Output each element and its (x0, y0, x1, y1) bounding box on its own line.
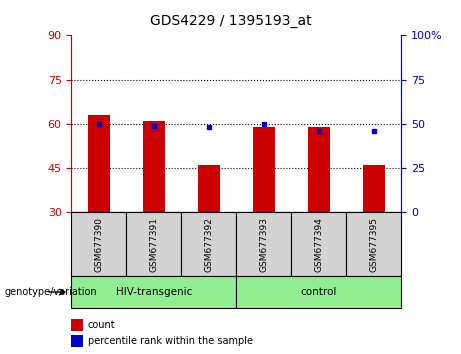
Text: HIV-transgenic: HIV-transgenic (116, 287, 192, 297)
Bar (71, 335, 83, 347)
Bar (363, 165, 384, 212)
Bar (71, 276, 236, 308)
Bar (126, 212, 181, 276)
Text: GSM677393: GSM677393 (259, 217, 268, 272)
Bar (236, 276, 401, 308)
Text: GSM677394: GSM677394 (314, 217, 323, 272)
Bar (88, 115, 110, 212)
Bar (253, 127, 275, 212)
Bar (71, 319, 83, 331)
Text: GDS4229 / 1395193_at: GDS4229 / 1395193_at (150, 14, 311, 28)
Bar (291, 212, 346, 276)
Text: control: control (301, 287, 337, 297)
Bar (181, 212, 236, 276)
Text: count: count (88, 320, 115, 330)
Bar (198, 165, 220, 212)
Text: genotype/variation: genotype/variation (5, 287, 97, 297)
Bar (71, 212, 126, 276)
Bar (236, 212, 291, 276)
Bar (307, 127, 330, 212)
Text: percentile rank within the sample: percentile rank within the sample (88, 336, 253, 346)
Text: GSM677395: GSM677395 (369, 217, 378, 272)
Text: GSM677390: GSM677390 (95, 217, 103, 272)
Text: GSM677392: GSM677392 (204, 217, 213, 272)
Bar (346, 212, 401, 276)
Text: GSM677391: GSM677391 (149, 217, 159, 272)
Bar (143, 121, 165, 212)
